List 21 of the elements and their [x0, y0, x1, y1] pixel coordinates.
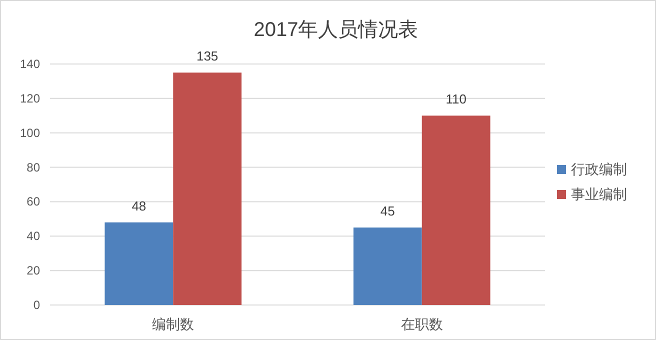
x-tick-label: 在职数: [400, 316, 443, 332]
data-label: 135: [196, 48, 218, 64]
y-tick-label: 60: [26, 194, 40, 209]
data-label: 110: [446, 92, 466, 107]
y-tick-label: 100: [20, 126, 40, 140]
bar: [104, 222, 174, 305]
y-tick-label: 140: [20, 57, 40, 71]
data-label: 48: [132, 198, 146, 214]
bar: [173, 72, 242, 305]
y-tick-label: 80: [26, 160, 40, 174]
x-tick-label: 编制数: [152, 316, 194, 332]
y-tick-label: 40: [26, 229, 40, 244]
legend-label: 行政编制: [571, 161, 627, 177]
bar: [353, 228, 422, 305]
data-label: 45: [380, 204, 395, 219]
y-tick-label: 0: [33, 298, 40, 312]
bar: [422, 116, 490, 305]
chart-title: 2017年人员情况表: [254, 19, 418, 41]
y-tick-label: 20: [26, 264, 40, 278]
legend-label: 事业编制: [571, 186, 627, 202]
y-tick-label: 120: [20, 91, 40, 106]
